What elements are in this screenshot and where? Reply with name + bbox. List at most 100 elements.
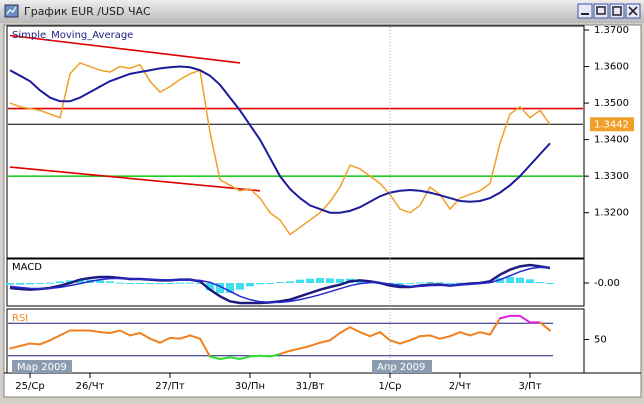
last-price-box bbox=[590, 117, 634, 132]
rsi-segment bbox=[49, 334, 61, 342]
histogram-bar bbox=[46, 282, 54, 284]
histogram-bar bbox=[446, 283, 454, 284]
rsi-segment bbox=[119, 329, 131, 337]
rsi-segment bbox=[209, 355, 221, 360]
histogram-bar bbox=[406, 283, 414, 284]
x-tick-label: 30/Пн bbox=[235, 381, 265, 392]
rsi-segment bbox=[309, 341, 321, 347]
histogram-bar bbox=[326, 278, 334, 283]
histogram-bar bbox=[76, 279, 84, 283]
histogram-bar bbox=[216, 283, 224, 293]
histogram-bar bbox=[436, 282, 444, 284]
window-icon-glyph bbox=[6, 6, 17, 15]
rsi-segment bbox=[169, 336, 181, 340]
rsi-segment bbox=[449, 331, 461, 338]
histogram-bar bbox=[206, 283, 214, 291]
histogram-bar bbox=[256, 283, 264, 285]
maximize-glyph bbox=[612, 6, 622, 16]
restore-glyph bbox=[596, 6, 606, 15]
histogram-bar bbox=[26, 283, 34, 285]
window-buttons[interactable] bbox=[577, 3, 641, 19]
y-tick-label: 50 bbox=[594, 334, 607, 345]
histogram-bar bbox=[176, 282, 184, 284]
x-tick-label: 26/Чт bbox=[76, 381, 105, 392]
histogram-bar bbox=[126, 283, 134, 284]
rsi-segment bbox=[269, 353, 281, 358]
signal-line bbox=[9, 266, 551, 304]
histogram-bar bbox=[426, 282, 434, 283]
y-tick-label: 1.3700 bbox=[594, 25, 629, 36]
rsi-segment bbox=[539, 321, 551, 332]
restore-button[interactable] bbox=[593, 3, 609, 19]
rsi-segment bbox=[459, 331, 471, 337]
histogram-bar bbox=[116, 282, 124, 284]
y-tick-label: 1.3400 bbox=[594, 135, 629, 146]
y-tick-label: 1.3300 bbox=[594, 171, 629, 182]
price-line bbox=[9, 62, 551, 236]
histogram-bar bbox=[306, 278, 314, 283]
window-title: График EUR /USD ЧАС bbox=[24, 5, 151, 18]
rsi-segment bbox=[479, 331, 491, 336]
histogram-bar bbox=[286, 281, 294, 283]
histogram-bar bbox=[276, 282, 284, 283]
rsi-segment bbox=[319, 339, 331, 344]
rsi-segment bbox=[99, 331, 111, 334]
histogram-bar bbox=[186, 282, 194, 284]
histogram-bar bbox=[106, 281, 114, 283]
indicator-label: MACD bbox=[12, 262, 42, 273]
moving-average-line bbox=[9, 65, 551, 214]
histogram-bar bbox=[56, 281, 64, 283]
rsi-segment bbox=[359, 331, 371, 338]
rsi-segment bbox=[399, 339, 411, 345]
minimize-button[interactable] bbox=[577, 3, 593, 19]
histogram-bar bbox=[166, 283, 174, 284]
rsi-segment bbox=[369, 331, 381, 338]
rsi-segment bbox=[159, 336, 171, 344]
rsi-segment bbox=[289, 347, 301, 352]
rsi-segment bbox=[9, 344, 21, 350]
trend-line bbox=[9, 166, 261, 192]
histogram-bar bbox=[246, 283, 254, 287]
histogram-bar bbox=[526, 279, 534, 283]
histogram-bar bbox=[296, 279, 304, 283]
x-tick-label: 2/Чт bbox=[449, 381, 472, 392]
indicator-label: Simple_Moving_Average bbox=[12, 30, 133, 41]
rsi-segment bbox=[499, 314, 511, 320]
y-tick-label: 1.3600 bbox=[594, 62, 629, 73]
histogram-bar bbox=[236, 283, 244, 290]
rsi-segment bbox=[349, 326, 361, 334]
histogram-bar bbox=[266, 283, 274, 284]
rsi-segment bbox=[389, 339, 401, 345]
rsi-segment bbox=[409, 335, 421, 342]
maximize-button[interactable] bbox=[609, 3, 625, 19]
histogram-bar bbox=[496, 278, 504, 283]
rsi-segment bbox=[439, 335, 451, 340]
x-tick-label: 3/Пт bbox=[518, 381, 541, 392]
rsi-segment bbox=[189, 334, 201, 340]
rsi-segment bbox=[39, 339, 51, 346]
rsi-segment bbox=[149, 337, 161, 344]
rsi-segment bbox=[419, 334, 431, 338]
last-price-label: 1.3442 bbox=[594, 119, 629, 130]
histogram-bar bbox=[136, 283, 144, 284]
rsi-segment bbox=[329, 331, 341, 342]
histogram-bar bbox=[416, 282, 424, 284]
rsi-segment bbox=[339, 326, 351, 334]
rsi-segment bbox=[249, 354, 261, 358]
rsi-segment bbox=[139, 331, 151, 340]
rsi-segment bbox=[229, 356, 241, 360]
rsi-segment bbox=[279, 349, 291, 356]
histogram-bar bbox=[36, 283, 44, 284]
histogram-bar bbox=[16, 283, 24, 285]
y-tick-label: 1.3200 bbox=[594, 208, 629, 219]
rsi-segment bbox=[89, 329, 101, 334]
histogram-bar bbox=[6, 283, 14, 285]
rsi-segment bbox=[299, 344, 311, 350]
histogram-bar bbox=[96, 280, 104, 283]
histogram-bar bbox=[506, 277, 514, 283]
rsi-segment bbox=[219, 356, 231, 360]
x-tick-label: 27/Пт bbox=[155, 381, 185, 392]
rsi-segment bbox=[109, 329, 121, 334]
x-tick-label: 1/Ср bbox=[378, 381, 401, 392]
